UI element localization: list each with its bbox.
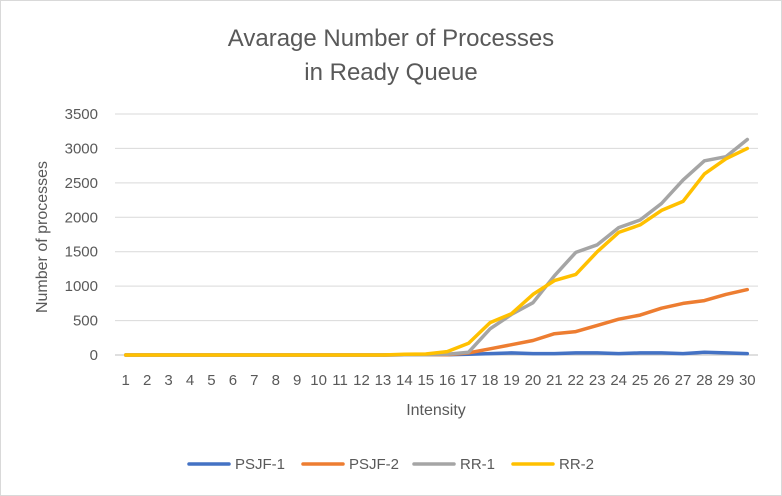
x-tick-label: 28 [696,372,713,389]
x-tick-label: 15 [417,372,434,389]
y-tick-label: 1000 [65,278,98,295]
x-tick-label: 25 [632,372,649,389]
x-tick-label: 7 [250,372,258,389]
y-tick-label: 1500 [65,244,98,261]
y-tick-label: 500 [73,313,98,330]
chart-title-line-1: Avarage Number of Processes [228,25,554,52]
x-tick-label: 10 [310,372,327,389]
x-tick-label: 8 [272,372,280,389]
x-tick-label: 29 [718,372,735,389]
x-tick-label: 2 [143,372,151,389]
y-tick-label: 2000 [65,209,98,226]
x-tick-label: 24 [610,372,627,389]
x-tick-label: 16 [439,372,456,389]
y-tick-label: 2500 [65,175,98,192]
legend-label-psjf-2: PSJF-2 [349,456,399,473]
series-lines [123,137,750,357]
y-tick-label: 3000 [65,140,98,157]
series-line-psjf-2 [123,287,750,357]
x-tick-label: 6 [229,372,237,389]
x-tick-label: 21 [546,372,563,389]
y-tick-label: 0 [90,347,98,364]
series-line-rr-2 [123,146,750,357]
legend-label-rr-1: RR-1 [460,456,495,473]
chart-title-line-2: in Ready Queue [304,59,477,86]
x-tick-label: 3 [164,372,172,389]
x-tick-label: 5 [207,372,215,389]
x-tick-label: 9 [293,372,301,389]
legend-label-psjf-1: PSJF-1 [235,456,285,473]
x-tick-label: 13 [375,372,392,389]
x-tick-label: 27 [675,372,692,389]
series-line-rr-1 [123,137,750,357]
x-tick-label: 22 [567,372,584,389]
x-tick-label: 18 [482,372,499,389]
legend: PSJF-1 PSJF-2 RR-1 RR-2 [187,456,594,473]
x-tick-label: 19 [503,372,520,389]
x-tick-label: 1 [122,372,130,389]
y-axis-label: Number of processes [34,161,51,313]
x-tick-label: 30 [739,372,756,389]
x-axis-ticks: 1 2 3 4 5 6 7 8 9 10 11 12 13 14 15 16 17 18 19 20 21 22 23 24 2… [122,372,756,389]
x-axis-label: Intensity [406,402,466,419]
legend-label-rr-2: RR-2 [559,456,594,473]
gridlines [115,113,758,322]
x-tick-label: 12 [353,372,370,389]
x-tick-label: 11 [332,372,348,389]
x-tick-label: 14 [396,372,413,389]
x-tick-label: 20 [525,372,542,389]
x-tick-label: 17 [460,372,477,389]
y-axis-ticks: 0 500 1000 1500 2000 2500 3000 3500 [65,106,98,364]
x-tick-label: 26 [653,372,670,389]
y-tick-label: 3500 [65,106,98,123]
x-tick-label: 23 [589,372,606,389]
chart-title: Avarage Number of Processes in Ready Que… [228,25,554,86]
x-tick-label: 4 [186,372,194,389]
